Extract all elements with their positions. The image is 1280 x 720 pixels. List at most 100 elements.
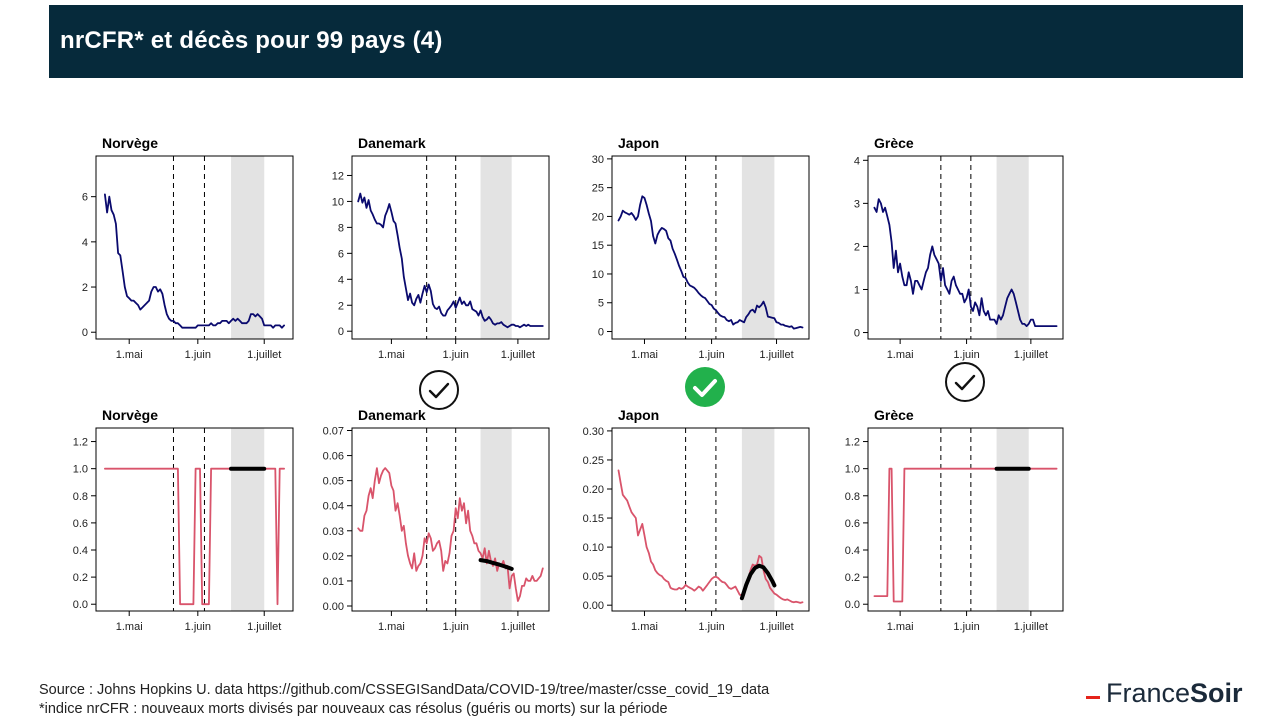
y-tick-label: 0.8 <box>845 491 860 503</box>
y-tick-label: 0.10 <box>583 542 604 554</box>
series-line <box>103 467 286 606</box>
y-tick-label: 0.4 <box>845 545 860 557</box>
plot-frame <box>351 155 550 340</box>
y-tick-label: 0.03 <box>323 526 344 538</box>
series-line <box>357 192 544 329</box>
x-tick-label: 1.mai <box>116 621 143 633</box>
y-tick-label: 2 <box>338 300 344 312</box>
series-line <box>617 195 804 330</box>
x-tick-label: 1.juin <box>443 349 469 361</box>
chart-svg: Grèce 0.0 0.2 0.4 0.6 0.8 1.0 1.2 1.mai 1.juin 1.j… <box>845 407 1064 633</box>
plot-frame <box>351 427 550 612</box>
chart-panel-japon-deaths: Japon 0 5 10 15 20 25 30 1.mai 1.juin 1.juillet <box>572 135 810 376</box>
y-tick-label: 6 <box>82 192 88 204</box>
y-tick-label: 0 <box>82 327 88 339</box>
y-tick-label: 20 <box>592 211 604 223</box>
y-tick-label: 4 <box>854 155 860 167</box>
y-tick-label: 0.0 <box>73 599 88 611</box>
y-tick-label: 0.20 <box>583 484 604 496</box>
y-tick-label: 10 <box>332 196 344 208</box>
fit-curve <box>478 558 514 571</box>
title-banner: nrCFR* et décès pour 99 pays (4) <box>49 5 1243 78</box>
y-tick-label: 0.04 <box>323 501 344 513</box>
chart-panel-grece-deaths: Grèce 0 1 2 3 4 1.mai 1.juin 1.juillet <box>828 135 1064 376</box>
plot-frame <box>95 155 294 340</box>
y-tick-label: 1.2 <box>73 437 88 449</box>
chart-svg: Norvège 0 2 4 6 1.mai 1.juin 1.juillet <box>82 135 294 361</box>
y-tick-label: 0.6 <box>845 518 860 530</box>
chart-panel-grece-nrcfr: Grèce 0.0 0.2 0.4 0.6 0.8 1.0 1.2 1.mai 1.juin 1.j… <box>828 407 1064 648</box>
y-tick-label: 4 <box>82 237 88 249</box>
x-tick-label: 1.juin <box>185 621 211 633</box>
y-tick-label: 2 <box>82 282 88 294</box>
chart-panel-japon-nrcfr: Japon 0.00 0.05 0.10 0.15 0.20 0.25 0.30 1.mai 1.… <box>572 407 810 648</box>
y-tick-label: 6 <box>338 248 344 260</box>
chart-title: Norvège <box>102 135 158 151</box>
y-tick-label: 0.01 <box>323 576 344 588</box>
y-tick-label: 0.6 <box>73 518 88 530</box>
x-tick-label: 1.juillet <box>1014 349 1048 361</box>
footer-notes: Source : Johns Hopkins U. data https://g… <box>39 681 769 719</box>
plot-frame <box>611 427 810 612</box>
nrcfr-definition-note: *indice nrCFR : nouveaux morts divisés p… <box>39 701 668 717</box>
x-tick-label: 1.mai <box>378 621 405 633</box>
x-tick-label: 1.juillet <box>247 621 281 633</box>
shaded-window <box>480 156 512 339</box>
y-tick-label: 2 <box>854 241 860 253</box>
page-title: nrCFR* et décès pour 99 pays (4) <box>60 27 443 54</box>
logo-text-france: France <box>1106 678 1191 708</box>
x-tick-label: 1.juin <box>185 349 211 361</box>
y-tick-label: 1 <box>854 284 860 296</box>
y-tick-label: 0.07 <box>323 426 344 438</box>
y-tick-label: 0.4 <box>73 545 88 557</box>
chart-svg: Danemark 0.00 0.01 0.02 0.03 0.04 0.05 0.06 0.07… <box>323 407 550 633</box>
chart-title: Danemark <box>358 135 426 151</box>
shaded-window <box>480 428 512 611</box>
y-tick-label: 0 <box>338 326 344 338</box>
x-tick-label: 1.juin <box>953 349 979 361</box>
y-tick-label: 1.2 <box>845 437 860 449</box>
chart-title: Grèce <box>874 135 914 151</box>
plot-frame <box>95 427 294 612</box>
y-tick-label: 0.25 <box>583 455 604 467</box>
chart-title: Japon <box>618 407 659 423</box>
y-tick-label: 3 <box>854 198 860 210</box>
shaded-window <box>996 156 1029 339</box>
x-tick-label: 1.juillet <box>501 621 535 633</box>
chart-title: Danemark <box>358 407 426 423</box>
y-tick-label: 0.05 <box>583 571 604 583</box>
check-circle-outline-icon <box>944 361 986 403</box>
shaded-window <box>231 156 265 339</box>
check-circle-filled-icon <box>684 366 726 408</box>
source-note: Source : Johns Hopkins U. data https://g… <box>39 682 770 698</box>
chart-svg: Grèce 0 1 2 3 4 1.mai 1.juin 1.juillet <box>854 135 1064 361</box>
chart-title: Norvège <box>102 407 158 423</box>
y-tick-label: 0.30 <box>583 426 604 438</box>
chart-svg: Japon 0.00 0.05 0.10 0.15 0.20 0.25 0.30 1.mai 1.… <box>583 407 810 633</box>
x-tick-label: 1.juillet <box>1014 621 1048 633</box>
chart-panel-danemark-deaths: Danemark 0 2 4 6 8 10 12 1.mai 1.juin 1.juillet <box>312 135 550 376</box>
y-tick-label: 0.00 <box>323 601 344 613</box>
plot-frame <box>867 427 1064 612</box>
series-line <box>103 193 286 329</box>
chart-svg: Japon 0 5 10 15 20 25 30 1.mai 1.juin 1.juillet <box>592 135 810 361</box>
chart-panel-danemark-nrcfr: Danemark 0.00 0.01 0.02 0.03 0.04 0.05 0.06 0.07… <box>312 407 550 648</box>
shaded-window <box>996 428 1029 611</box>
y-tick-label: 0.06 <box>323 451 344 463</box>
y-tick-label: 15 <box>592 240 604 252</box>
x-tick-label: 1.juin <box>443 621 469 633</box>
x-tick-label: 1.juillet <box>247 349 281 361</box>
series-line <box>617 469 804 604</box>
y-tick-label: 25 <box>592 183 604 195</box>
chart-title: Japon <box>618 135 659 151</box>
x-tick-label: 1.mai <box>887 621 914 633</box>
y-tick-label: 10 <box>592 269 604 281</box>
chart-panel-norvege-deaths: Norvège 0 2 4 6 1.mai 1.juin 1.juillet <box>56 135 294 376</box>
logo-text-soir: Soir <box>1190 678 1243 708</box>
series-line <box>873 467 1058 603</box>
check-circle-outline-icon <box>418 369 460 411</box>
logo-dash <box>1086 696 1100 700</box>
chart-title: Grèce <box>874 407 914 423</box>
x-tick-label: 1.juillet <box>759 349 793 361</box>
y-tick-label: 0.8 <box>73 491 88 503</box>
